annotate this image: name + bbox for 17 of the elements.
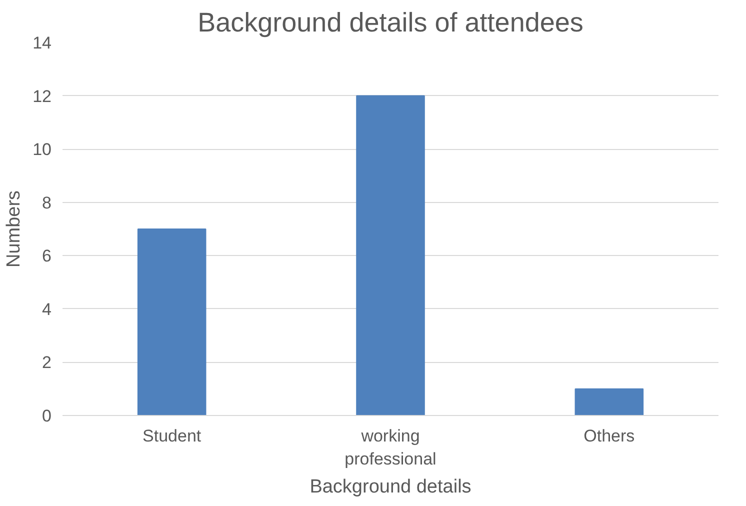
- y-tick-label: 6: [42, 246, 52, 266]
- y-tick-label: 14: [32, 34, 52, 52]
- y-axis-title: Numbers: [4, 190, 25, 268]
- bar: [137, 228, 206, 416]
- y-tick-label: 8: [42, 193, 52, 212]
- x-tick-label: working professional: [344, 426, 436, 468]
- y-tick-label: 4: [42, 300, 52, 319]
- y-tick-label: 2: [42, 353, 52, 372]
- y-tick-label: 12: [32, 86, 52, 106]
- x-tick-label: Student: [142, 426, 202, 446]
- x-tick-label: Others: [584, 426, 635, 446]
- y-tick-label: 0: [42, 406, 52, 426]
- bar: [356, 95, 425, 416]
- x-axis-title: Background details: [310, 476, 472, 498]
- bar: [574, 388, 644, 416]
- chart-title: Background details of attendees: [198, 8, 584, 38]
- y-tick-label: 10: [32, 140, 52, 160]
